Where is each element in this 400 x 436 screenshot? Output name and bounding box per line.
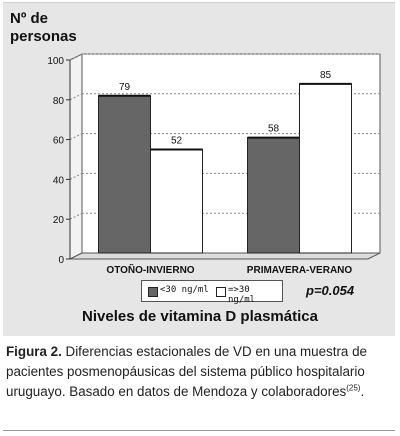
caption-label: Figura 2. xyxy=(6,344,62,359)
caption-text: Diferencias estacionales de VD en una mu… xyxy=(6,344,367,399)
bar-1-0 xyxy=(247,137,300,254)
bar-1-1 xyxy=(299,83,352,254)
data-label-1-0: 58 xyxy=(268,124,280,135)
legend-label-gte30: =>30 ng/ml xyxy=(228,285,256,305)
y-axis-label-line-1: Nº de xyxy=(10,10,48,27)
x-tick-label-0: OTOÑO-INVIERNO xyxy=(106,263,194,276)
x-axis-title: Niveles de vitamina D plasmática xyxy=(82,308,318,325)
plot-floor xyxy=(69,252,381,260)
bottom-rule xyxy=(3,430,395,431)
y-tick-label-40: 40 xyxy=(53,175,65,186)
caption-end: . xyxy=(360,384,365,399)
bar-0-1 xyxy=(150,149,203,254)
p-value-annotation: p=0.054 xyxy=(306,283,355,298)
y-tick-label-60: 60 xyxy=(53,136,65,147)
x-tick-label-1: PRIMAVERA-VERANO xyxy=(247,265,353,276)
data-label-0-0: 79 xyxy=(119,82,131,93)
y-axis-label: Nº de personas xyxy=(10,10,77,46)
bar-chart: 0 20 40 60 80 100 79 52 OTOÑO-INVIERNO 58 85 PRIMAV… xyxy=(47,53,381,276)
y-axis-label-line-2: personas xyxy=(10,28,77,45)
legend: <30 ng/ml =>30 ng/ml xyxy=(141,280,283,305)
legend-swatch-gte30 xyxy=(216,287,226,297)
data-label-0-1: 52 xyxy=(171,136,183,147)
legend-swatch-lt30 xyxy=(148,287,158,297)
y-tick-label-20: 20 xyxy=(53,215,65,226)
figure-caption: Figura 2. Diferencias estacionales de VD… xyxy=(6,342,394,402)
legend-label-lt30: <30 ng/ml xyxy=(160,285,209,295)
bar-0-0 xyxy=(98,95,151,254)
y-tick-label-0: 0 xyxy=(58,255,64,266)
data-label-1-1: 85 xyxy=(320,70,332,81)
plot-side-wall xyxy=(69,53,83,260)
y-tick-label-80: 80 xyxy=(53,96,65,107)
caption-reference: (25) xyxy=(346,383,361,393)
y-tick-label-100: 100 xyxy=(47,56,64,67)
